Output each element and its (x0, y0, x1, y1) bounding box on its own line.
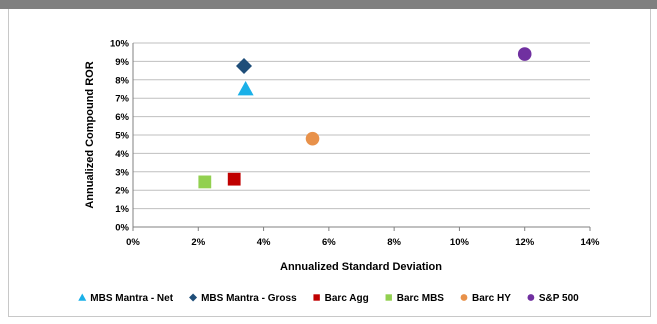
y-tick-label: 8% (115, 75, 129, 86)
y-tick-label: 0% (115, 223, 129, 234)
legend-marker-barc-agg (313, 294, 320, 301)
x-tick-label: 6% (322, 237, 336, 248)
legend-marker-barc-hy (460, 294, 468, 301)
axes (132, 43, 591, 231)
x-tick-label: 10% (450, 237, 470, 248)
legend-label-s-p-500: S&P 500 (539, 293, 579, 304)
y-tick-label: 5% (115, 131, 129, 142)
x-tick-label: 8% (387, 237, 401, 248)
y-tick-labels: 0% 1% 2% 3% 4% 5% 6% 7% 8% 9% 10% (110, 39, 130, 234)
data-point-barc-hy (305, 131, 320, 146)
x-tick-labels: 0% 2% 4% 6% 8% 10% 12% 14% (126, 237, 600, 248)
data-points (198, 47, 532, 189)
y-tick-label: 10% (110, 39, 130, 50)
y-tick-label: 6% (115, 112, 129, 123)
legend-label-mbs-mantra-net: MBS Mantra - Net (90, 293, 173, 304)
data-point-s-p-500 (517, 47, 532, 61)
y-tick-label: 7% (115, 94, 129, 105)
data-point-barc-mbs (198, 175, 212, 189)
legend-marker-mbs-mantra-gross (189, 293, 198, 302)
y-axis-label: Annualized Compound ROR (84, 61, 96, 208)
x-axis-label: Annualized Standard Deviation (280, 261, 442, 273)
chart-frame (8, 9, 651, 317)
data-point-barc-agg (227, 172, 241, 186)
y-tick-label: 3% (115, 167, 129, 178)
gridlines (133, 42, 590, 210)
legend-label-mbs-mantra-gross: MBS Mantra - Gross (201, 293, 297, 304)
legend-marker-mbs-mantra-net (78, 293, 87, 301)
y-tick-label: 2% (115, 186, 129, 197)
data-point-mbs-mantra-net (237, 81, 254, 96)
x-tick-label: 12% (515, 237, 535, 248)
x-tick-label: 14% (580, 237, 600, 248)
data-point-mbs-mantra-gross (235, 58, 252, 74)
x-tick-label: 0% (126, 237, 140, 248)
x-tick-label: 2% (191, 237, 205, 248)
legend: MBS Mantra - Net MBS Mantra - Gross Barc A… (78, 293, 579, 304)
window-title-bar (0, 0, 657, 9)
y-tick-label: 4% (115, 149, 129, 160)
legend-label-barc-agg: Barc Agg (325, 293, 369, 304)
y-tick-label: 1% (115, 204, 129, 215)
legend-marker-barc-mbs (385, 294, 392, 301)
legend-marker-s-p-500 (527, 294, 535, 301)
y-tick-label: 9% (115, 57, 129, 68)
x-tick-label: 4% (257, 237, 271, 248)
legend-label-barc-mbs: Barc MBS (397, 293, 445, 304)
legend-label-barc-hy: Barc HY (472, 293, 511, 304)
